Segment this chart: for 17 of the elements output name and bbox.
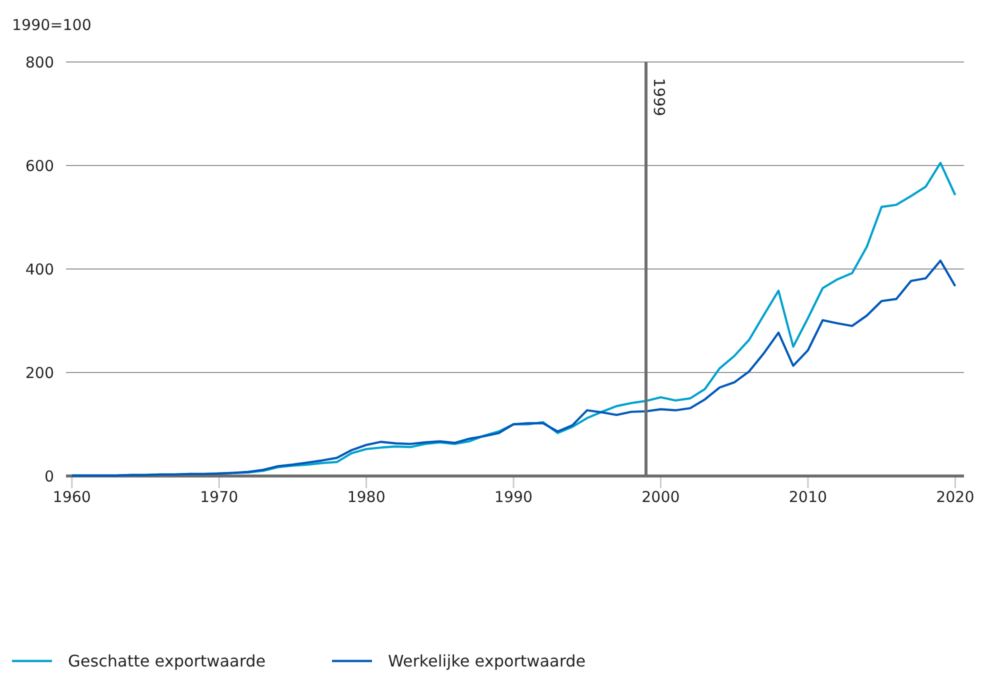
legend-label: Geschatte exportwaarde	[68, 652, 266, 671]
line-series	[70, 260, 956, 477]
x-tick-label: 1970	[200, 488, 238, 506]
x-tick-label: 1990	[494, 488, 533, 506]
x-tick-label: 1960	[52, 488, 91, 506]
y-tick-label: 800	[25, 53, 54, 72]
legend-label: Werkelijke exportwaarde	[388, 652, 586, 671]
y-tick-label: 200	[25, 364, 54, 382]
y-tick-label: 600	[25, 156, 54, 175]
x-tick-label: 2020	[936, 488, 974, 506]
x-tick-label: 2000	[642, 488, 680, 506]
y-tick-label: 0	[44, 467, 54, 486]
x-tick-label: 1980	[347, 488, 386, 506]
y-axis-title: 1990=100	[12, 16, 92, 34]
ref-line-label: 1999	[650, 78, 668, 116]
y-tick-label: 400	[25, 260, 54, 278]
x-tick-label: 2010	[788, 488, 828, 506]
